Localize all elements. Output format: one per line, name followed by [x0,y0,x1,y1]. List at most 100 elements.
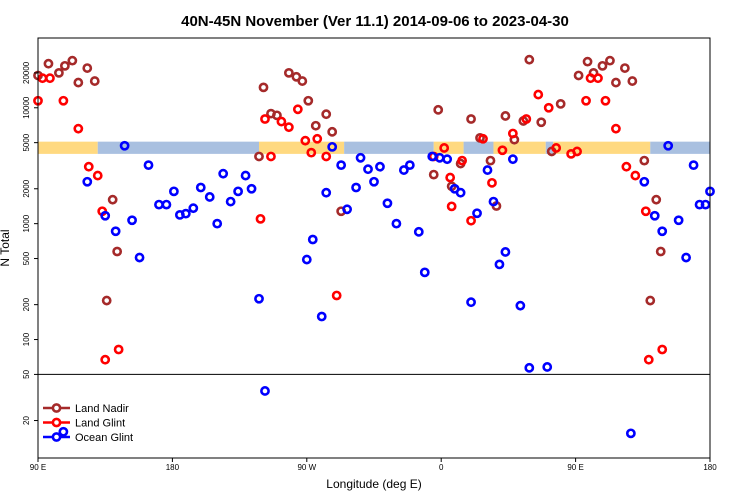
point-land-glint-15 [292,104,303,115]
point-land-glint-25 [457,155,468,166]
point-land-glint-46 [657,344,668,355]
point-ocean-glint-62 [673,215,684,226]
point-ocean-glint-47 [466,297,476,308]
point-ocean-glint-44 [442,154,453,165]
point-land-nadir-11 [254,151,264,162]
point-ocean-glint-4 [119,140,130,151]
point-ocean-glint-19 [233,186,244,197]
point-ocean-glint-13 [188,203,199,214]
point-land-glint-32 [533,89,544,100]
y-tick-label-4: 500 [22,251,31,265]
point-ocean-glint-52 [500,247,511,257]
point-land-glint-16 [300,135,311,146]
point-land-nadir-29 [485,155,496,166]
point-ocean-glint-49 [482,165,493,175]
point-ocean-glint-51 [494,259,505,270]
point-land-glint-1 [37,73,48,84]
x-tick-label-0: 90 E [30,463,46,472]
point-land-glint-40 [600,95,611,106]
point-land-glint-24 [446,201,457,212]
chart-title: 40N-45N November (Ver 11.1) 2014-09-06 t… [181,13,569,30]
point-land-nadir-21 [327,126,338,137]
point-ocean-glint-17 [218,168,229,179]
point-land-nadir-49 [655,246,666,257]
point-land-glint-18 [312,133,323,144]
coverage-band-segment-2 [259,141,345,154]
point-ocean-glint-32 [355,152,366,163]
point-land-glint-36 [572,146,582,157]
point-land-glint-6 [92,170,103,181]
point-ocean-glint-53 [507,154,518,165]
x-tick-label-5: 180 [703,463,717,472]
point-ocean-glint-14 [195,182,206,193]
x-tick-label-2: 90 W [297,463,316,472]
y-tick-label-9: 20000 [22,61,31,84]
point-ocean-glint-35 [375,161,385,172]
point-land-nadir-5 [73,77,84,88]
point-land-nadir-9 [107,194,118,205]
point-land-glint-9 [113,344,124,355]
coverage-band [38,141,710,154]
coverage-band-segment-9 [650,141,710,154]
point-ocean-glint-28 [327,141,338,152]
y-tick-label-2: 100 [22,332,31,346]
point-land-glint-17 [306,147,317,158]
point-land-nadir-23 [428,169,439,180]
point-land-nadir-37 [555,98,566,109]
point-land-nadir-27 [466,114,476,124]
point-ocean-glint-42 [427,151,438,162]
y-tick-label-6: 2000 [22,179,31,197]
point-land-nadir-44 [619,63,630,73]
point-ocean-glint-3 [110,226,121,237]
point-land-nadir-12 [258,82,269,93]
point-ocean-glint-23 [260,386,270,396]
point-ocean-glint-10 [168,186,179,197]
point-ocean-glint-61 [663,140,674,151]
point-land-nadir-19 [310,120,321,131]
legend-marker-ocean-glint [51,432,62,442]
point-ocean-glint-60 [657,226,668,237]
point-land-glint-5 [83,161,94,172]
point-ocean-glint-56 [542,362,553,372]
plot-frame [37,37,711,459]
series-land-nadir [33,54,666,306]
legend-label-land-nadir: Land Nadir [75,403,129,415]
point-land-glint-14 [283,122,294,133]
point-ocean-glint-36 [382,198,393,209]
point-land-nadir-35 [536,117,547,128]
point-ocean-glint-18 [225,196,236,207]
point-land-nadir-4 [67,55,78,66]
point-land-glint-31 [521,114,532,124]
point-ocean-glint-37 [391,218,402,229]
series-ocean-glint [58,140,715,439]
point-land-nadir-47 [645,295,656,306]
y-tick-label-3: 200 [22,297,31,311]
point-land-nadir-34 [524,54,535,65]
point-ocean-glint-27 [321,187,332,198]
x-tick-label-4: 90 E [567,463,583,472]
point-ocean-glint-8 [154,199,164,210]
point-ocean-glint-34 [369,176,379,187]
point-ocean-glint-20 [240,170,251,181]
point-land-nadir-43 [611,77,621,88]
y-tick-label-7: 5000 [22,133,31,151]
legend-marker-land-nadir [51,403,62,413]
point-land-glint-2 [45,73,55,84]
coverage-band-segment-1 [97,141,260,154]
point-ocean-glint-22 [254,293,264,304]
point-ocean-glint-57 [625,428,636,439]
point-ocean-glint-16 [212,218,223,229]
x-axis: 90 E 180 90 W 0 90 E 180 [30,458,717,472]
coverage-band-segment-8 [553,141,651,154]
legend: Land Nadir Land Glint Ocean Glint [43,403,133,444]
point-land-glint-38 [585,73,596,84]
point-land-glint-43 [630,170,641,181]
point-land-nadir-45 [627,76,638,86]
point-ocean-glint-25 [307,234,318,245]
point-land-glint-4 [73,123,84,134]
point-land-glint-13 [276,116,287,127]
point-ocean-glint-0 [58,426,69,437]
x-tick-label-3: 0 [439,463,444,472]
point-ocean-glint-30 [342,204,353,215]
